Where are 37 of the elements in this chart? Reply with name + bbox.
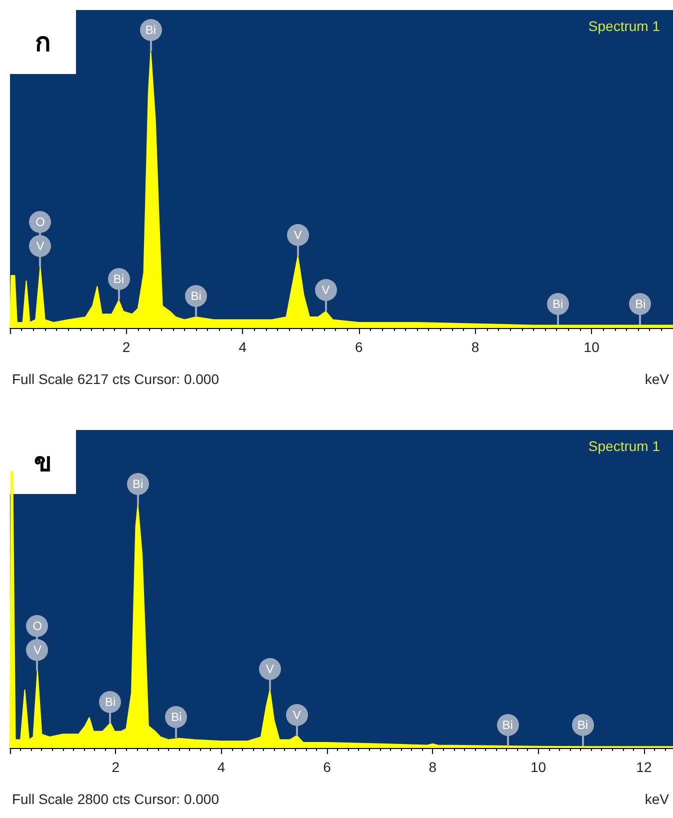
annotation: Bi <box>165 706 188 728</box>
annotation: V <box>286 224 309 246</box>
annotation: ก <box>35 27 51 57</box>
text: Full Scale 6217 cts Cursor: 0.000 <box>12 371 220 387</box>
annotation: Bi <box>629 293 652 316</box>
annotation: V <box>258 658 281 680</box>
annotation: Bi <box>572 714 594 736</box>
x-tick-label: 10 <box>584 339 600 355</box>
x-tick-label: 4 <box>217 759 226 775</box>
annotation: Bi <box>108 268 130 290</box>
annotation: Bi <box>185 284 208 307</box>
annotation: V <box>314 279 337 302</box>
x-tick-label: 8 <box>471 339 480 355</box>
x-axis-title: keV <box>644 791 670 807</box>
x-tick-label: 2 <box>112 759 120 775</box>
x-tick-label: 8 <box>428 759 437 775</box>
annotation: V <box>26 638 48 661</box>
annotation: Bi <box>496 714 519 736</box>
x-tick-label: 2 <box>122 339 130 355</box>
x-axis-title: keV <box>644 371 670 387</box>
x-tick-label: 10 <box>530 759 546 775</box>
annotation: Bi <box>546 293 569 316</box>
annotation: V <box>286 704 308 726</box>
annotation: Bi <box>126 472 149 495</box>
annotation: Bi <box>99 691 122 714</box>
chart-title: Spectrum 1 <box>588 438 660 454</box>
text: Full Scale 2800 cts Cursor: 0.000 <box>12 791 220 807</box>
annotation: ข <box>34 447 52 477</box>
annotation: V <box>29 235 52 258</box>
x-tick-label: 6 <box>323 759 332 775</box>
annotation: Bi <box>140 19 162 42</box>
x-tick-label: 4 <box>238 339 247 355</box>
annotation: O <box>29 211 52 234</box>
chart-title: Spectrum 1 <box>588 18 660 34</box>
x-tick-label: 6 <box>355 339 364 355</box>
annotation: O <box>26 614 48 637</box>
x-tick-label: 12 <box>636 759 652 775</box>
